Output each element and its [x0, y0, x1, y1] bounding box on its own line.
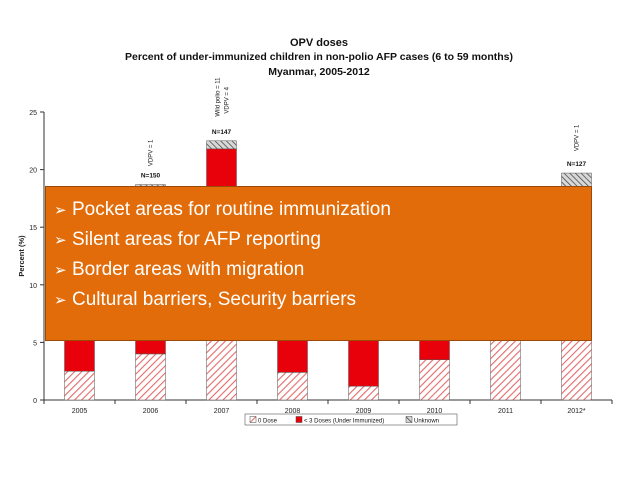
arrow-bullet-icon: ➢	[54, 232, 67, 249]
bullet-3: ➢ Border areas with migration	[54, 255, 591, 285]
bullet-text: Silent areas for AFP reporting	[72, 229, 321, 250]
x-tick-label: 2010	[427, 408, 443, 415]
legend-label: < 3 Doses (Under Immunized)	[304, 419, 384, 425]
bar-segment-under-immunized	[277, 337, 308, 373]
bar-segment-zero-dose	[206, 330, 237, 401]
chart-title: OPV doses	[289, 37, 349, 49]
x-tick-label: 2007	[214, 408, 230, 415]
legend-swatch	[249, 416, 257, 423]
barriers-callout: ➢ Pocket areas for routine immunization ➢…	[45, 186, 592, 341]
x-tick-label: 2005	[72, 408, 88, 415]
bar-segment-zero-dose	[348, 385, 379, 401]
x-tick-label: 2009	[356, 408, 372, 415]
bullet-1: ➢ Pocket areas for routine immunization	[54, 195, 591, 225]
bar-segment-zero-dose	[561, 336, 592, 401]
vertical-annotation: VDPV = 4	[225, 86, 231, 113]
n-label: N=127	[567, 161, 587, 168]
bar-segment-under-immunized	[348, 339, 379, 387]
arrow-bullet-icon: ➢	[54, 262, 67, 279]
arrow-bullet-icon: ➢	[54, 202, 67, 219]
bar-segment-zero-dose	[490, 336, 521, 401]
legend-label: 0 Dose	[258, 419, 278, 425]
y-tick-label: 25	[29, 110, 37, 117]
x-tick-label: 2012*	[567, 408, 586, 415]
n-label: N=150	[141, 173, 161, 180]
bar-segment-under-immunized	[64, 336, 95, 372]
y-tick-label: 0	[33, 398, 37, 405]
bar-segment-zero-dose	[277, 372, 308, 401]
bullet-text: Pocket areas for routine immunization	[72, 199, 391, 220]
legend-box	[244, 413, 458, 426]
legend-swatch	[405, 416, 413, 423]
y-tick-label: 10	[29, 283, 37, 290]
bar-segment-zero-dose	[64, 370, 95, 401]
vertical-annotation: Wild polio = 11	[216, 77, 222, 117]
arrow-bullet-icon: ➢	[54, 292, 67, 309]
bullet-text: Border areas with migration	[72, 259, 305, 280]
vertical-annotation: VDPV = 1	[575, 124, 581, 151]
x-tick-label: 2008	[285, 408, 301, 415]
vertical-annotation: VDPV = 1	[149, 139, 155, 166]
x-tick-label: 2006	[143, 408, 159, 415]
chart-subtitle: Percent of under-immunized children in n…	[125, 51, 513, 63]
y-axis-label: Percent (%)	[17, 235, 26, 277]
bullet-text: Cultural barriers, Security barriers	[72, 289, 357, 310]
y-tick-label: 20	[29, 168, 37, 175]
chart-subtitle-2: Myanmar, 2005-2012	[268, 66, 370, 78]
bullet-4: ➢ Cultural barriers, Security barriers	[54, 285, 591, 315]
legend-label: Unknown	[414, 419, 439, 425]
y-tick-label: 15	[29, 225, 37, 232]
legend: 0 Dose < 3 Doses (Under Immunized) Unknown	[244, 413, 458, 426]
legend-swatch	[295, 416, 303, 423]
bullet-2: ➢ Silent areas for AFP reporting	[54, 225, 591, 255]
n-label: N=147	[212, 129, 232, 136]
bar-segment-unknown	[206, 140, 237, 150]
y-tick-label: 5	[33, 340, 37, 347]
bar-segment-zero-dose	[419, 359, 450, 401]
x-tick-label: 2011	[498, 408, 513, 415]
bar-segment-zero-dose	[135, 353, 166, 401]
